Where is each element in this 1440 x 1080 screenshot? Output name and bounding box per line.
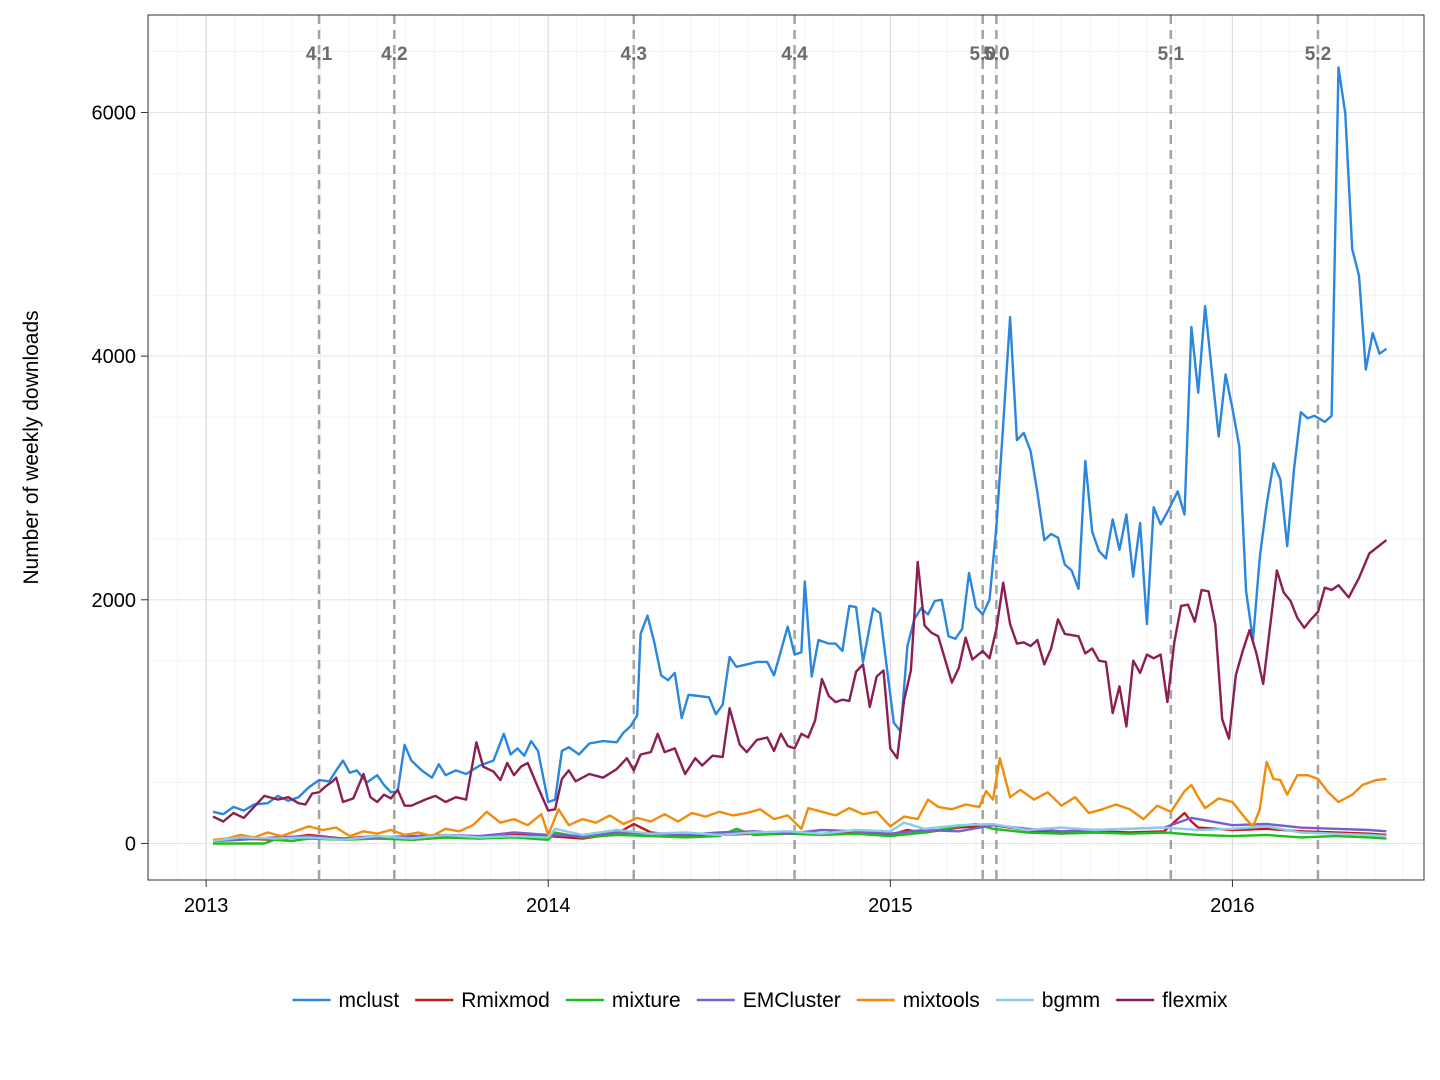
legend-label-flexmix: flexmix [1162,989,1228,1012]
series-line-emcluster [212,816,1387,843]
x-tick-label: 2016 [1210,895,1255,917]
series-line-mclust [212,66,1388,816]
legend-label-rmixmod: Rmixmod [461,989,550,1012]
release-label: 5.0 [983,44,1009,65]
legend-label-bgmm: bgmm [1042,989,1100,1012]
axis-ticks [141,111,1233,887]
series-line-bgmm [212,821,1387,843]
x-tick-label: 2013 [184,895,229,917]
y-tick-label: 2000 [92,590,137,612]
release-label: 5.0 [969,44,995,65]
y-axis-label: Number of weekly downloads [20,310,43,584]
legend-label-mclust: mclust [339,989,400,1012]
release-label: 5.1 [1158,44,1185,65]
series-lines [212,66,1388,845]
legend-label-mixtools: mixtools [903,989,980,1012]
panel-border [147,14,1425,881]
x-tick-label: 2015 [868,895,913,917]
y-tick-label: 4000 [92,346,137,368]
release-label: 4.4 [781,44,808,65]
release-label: 4.3 [621,44,647,65]
legend-label-mixture: mixture [612,989,681,1012]
release-markers: 4.1 4.2 4.3 4.4 5.05.0 5.1 5.2 [306,15,1331,880]
release-label: 4.1 [306,44,333,65]
legend: mclust Rmixmod mixture EMCluster mixtools bgm… [292,989,1228,1012]
y-tick-label: 0 [125,833,136,855]
release-label: 5.2 [1305,44,1331,65]
x-tick-label: 2014 [526,895,571,917]
series-line-flexmix [212,539,1388,823]
release-label: 4.2 [381,44,407,65]
y-tick-labels: 0 2000 4000 6000 [92,102,137,855]
y-tick-label: 6000 [92,102,137,124]
x-tick-labels: 2013 2014 2015 2016 [184,895,1255,917]
major-gridlines [148,15,1424,880]
legend-label-emcluster: EMCluster [743,989,841,1012]
